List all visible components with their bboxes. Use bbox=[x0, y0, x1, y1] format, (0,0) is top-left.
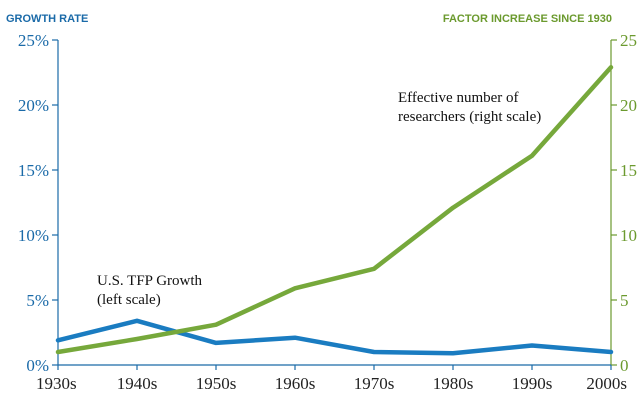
x-tick-label: 1990s bbox=[512, 374, 553, 393]
x-tick-label: 1940s bbox=[117, 374, 158, 393]
left-tick-label: 25% bbox=[18, 31, 49, 50]
researchers-annotation-line-1: Effective number of bbox=[398, 90, 519, 106]
researchers-annotation-line-2: researchers (right scale) bbox=[398, 109, 541, 125]
left-tick-label: 5% bbox=[26, 291, 49, 310]
right-tick-label: 5 bbox=[620, 291, 629, 310]
right-tick-label: 0 bbox=[620, 356, 629, 375]
x-tick-label: 1930s bbox=[36, 374, 77, 393]
x-tick-label: 1960s bbox=[275, 374, 316, 393]
x-tick-label: 1950s bbox=[196, 374, 237, 393]
x-tick-label: 1970s bbox=[354, 374, 395, 393]
right-tick-label: 15 bbox=[620, 161, 637, 180]
left-axis-title: GROWTH RATE bbox=[6, 13, 88, 25]
tfp-growth-line bbox=[55, 318, 614, 356]
left-tick-label: 20% bbox=[18, 96, 49, 115]
tfp-annotation-line-1: U.S. TFP Growth bbox=[97, 273, 203, 289]
x-tick-label: 1980s bbox=[433, 374, 474, 393]
x-tick-label: 2000s bbox=[586, 374, 627, 393]
tfp-annotation-line-2: (left scale) bbox=[97, 292, 161, 308]
left-tick-label: 15% bbox=[18, 161, 49, 180]
right-tick-label: 10 bbox=[620, 226, 637, 245]
right-tick-label: 25 bbox=[620, 31, 637, 50]
right-axis-title: FACTOR INCREASE SINCE 1930 bbox=[443, 13, 612, 25]
left-tick-label: 0% bbox=[26, 356, 49, 375]
left-tick-label: 10% bbox=[18, 226, 49, 245]
researchers-line bbox=[55, 65, 614, 355]
right-tick-label: 20 bbox=[620, 96, 637, 115]
